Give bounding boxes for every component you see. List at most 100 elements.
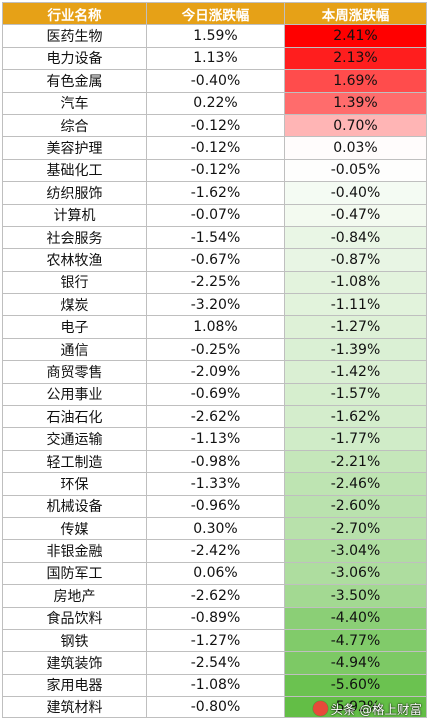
watermark: 头条 @格上财富 [312, 698, 422, 718]
table-row: 家用电器 -1.08% -5.60% [2, 673, 427, 698]
toutiao-logo-icon [312, 700, 328, 716]
daily-change-cell: -2.09% [146, 360, 285, 384]
industry-name-cell: 煤炭 [2, 293, 147, 317]
daily-change-cell: -2.62% [146, 405, 285, 429]
header-daily-change: 今日涨跌幅 [146, 1, 285, 26]
table-row: 美容护理 -0.12% 0.03% [2, 136, 427, 160]
industry-name-cell: 电子 [2, 315, 147, 339]
table-row: 综合 -0.12% 0.70% [2, 113, 427, 138]
weekly-change-cell: -2.46% [284, 472, 427, 496]
industry-name-cell: 基础化工 [2, 158, 147, 183]
weekly-change-cell: -0.84% [284, 225, 427, 250]
table-row: 房地产 -2.62% -3.50% [2, 584, 427, 608]
weekly-change-cell: -1.27% [284, 315, 427, 339]
industry-name-cell: 钢铁 [2, 628, 147, 653]
daily-change-cell: -0.67% [146, 248, 285, 272]
industry-name-cell: 商贸零售 [2, 360, 147, 384]
daily-change-cell: -0.07% [146, 203, 285, 227]
weekly-change-cell: 2.13% [284, 46, 427, 71]
daily-change-cell: -2.25% [146, 270, 285, 295]
industry-name-cell: 电力设备 [2, 46, 147, 71]
weekly-change-cell: -5.60% [284, 673, 427, 698]
table-row: 传媒 0.30% -2.70% [2, 516, 427, 541]
weekly-change-cell: -4.77% [284, 628, 427, 653]
weekly-change-cell: -4.40% [284, 606, 427, 630]
daily-change-cell: -0.80% [146, 696, 285, 719]
industry-name-cell: 医药生物 [2, 24, 147, 48]
daily-change-cell: -1.13% [146, 427, 285, 451]
table-row: 汽车 0.22% 1.39% [2, 91, 427, 115]
table-row: 银行 -2.25% -1.08% [2, 270, 427, 295]
table-row: 有色金属 -0.40% 1.69% [2, 69, 427, 93]
table-row: 钢铁 -1.27% -4.77% [2, 628, 427, 653]
table-row: 公用事业 -0.69% -1.57% [2, 382, 427, 407]
daily-change-cell: -3.20% [146, 293, 285, 317]
weekly-change-cell: -1.11% [284, 293, 427, 317]
daily-change-cell: -1.62% [146, 181, 285, 205]
daily-change-cell: -0.12% [146, 113, 285, 138]
industry-name-cell: 有色金属 [2, 69, 147, 93]
weekly-change-cell: 1.39% [284, 91, 427, 115]
table-row: 商贸零售 -2.09% -1.42% [2, 360, 427, 384]
daily-change-cell: -2.62% [146, 584, 285, 608]
daily-change-cell: -0.96% [146, 494, 285, 518]
table-row: 交通运输 -1.13% -1.77% [2, 427, 427, 451]
table-body: 医药生物 1.59% 2.41% 电力设备 1.13% 2.13% 有色金属 -0.40% 1.… [2, 24, 427, 719]
daily-change-cell: -0.40% [146, 69, 285, 93]
daily-change-cell: -1.33% [146, 472, 285, 496]
daily-change-cell: -0.12% [146, 158, 285, 183]
daily-change-cell: -2.42% [146, 539, 285, 563]
daily-change-cell: -0.12% [146, 136, 285, 160]
daily-change-cell: -0.98% [146, 449, 285, 474]
industry-name-cell: 机械设备 [2, 494, 147, 518]
weekly-change-cell: -1.42% [284, 360, 427, 384]
daily-change-cell: -1.27% [146, 628, 285, 653]
industry-name-cell: 食品饮料 [2, 606, 147, 630]
daily-change-cell: 1.59% [146, 24, 285, 48]
watermark-text: 头条 @格上财富 [330, 701, 422, 717]
industry-name-cell: 社会服务 [2, 225, 147, 250]
industry-name-cell: 纺织服饰 [2, 181, 147, 205]
daily-change-cell: 1.08% [146, 315, 285, 339]
daily-change-cell: -0.89% [146, 606, 285, 630]
industry-name-cell: 非银金融 [2, 539, 147, 563]
weekly-change-cell: -3.06% [284, 561, 427, 586]
table-row: 通信 -0.25% -1.39% [2, 337, 427, 362]
industry-name-cell: 建筑装饰 [2, 651, 147, 675]
table-row: 国防军工 0.06% -3.06% [2, 561, 427, 586]
industry-name-cell: 交通运输 [2, 427, 147, 451]
table-row: 医药生物 1.59% 2.41% [2, 24, 427, 48]
daily-change-cell: -1.54% [146, 225, 285, 250]
industry-name-cell: 房地产 [2, 584, 147, 608]
weekly-change-cell: 1.69% [284, 69, 427, 93]
industry-name-cell: 通信 [2, 337, 147, 362]
weekly-change-cell: -0.40% [284, 181, 427, 205]
table-row: 电力设备 1.13% 2.13% [2, 46, 427, 71]
daily-change-cell: -2.54% [146, 651, 285, 675]
table-row: 轻工制造 -0.98% -2.21% [2, 449, 427, 474]
weekly-change-cell: 0.70% [284, 113, 427, 138]
industry-name-cell: 轻工制造 [2, 449, 147, 474]
table-row: 机械设备 -0.96% -2.60% [2, 494, 427, 518]
table-row: 环保 -1.33% -2.46% [2, 472, 427, 496]
table-row: 计算机 -0.07% -0.47% [2, 203, 427, 227]
industry-name-cell: 银行 [2, 270, 147, 295]
daily-change-cell: 1.13% [146, 46, 285, 71]
header-industry-name: 行业名称 [2, 1, 147, 26]
industry-name-cell: 石油石化 [2, 405, 147, 429]
weekly-change-cell: -1.62% [284, 405, 427, 429]
table-row: 石油石化 -2.62% -1.62% [2, 405, 427, 429]
weekly-change-cell: -3.50% [284, 584, 427, 608]
header-weekly-change: 本周涨跌幅 [284, 1, 427, 26]
table-row: 电子 1.08% -1.27% [2, 315, 427, 339]
weekly-change-cell: -2.60% [284, 494, 427, 518]
table-row: 纺织服饰 -1.62% -0.40% [2, 181, 427, 205]
table-row: 煤炭 -3.20% -1.11% [2, 293, 427, 317]
daily-change-cell: 0.06% [146, 561, 285, 586]
industry-name-cell: 家用电器 [2, 673, 147, 698]
industry-name-cell: 环保 [2, 472, 147, 496]
industry-name-cell: 农林牧渔 [2, 248, 147, 272]
table-row: 非银金融 -2.42% -3.04% [2, 539, 427, 563]
industry-name-cell: 建筑材料 [2, 696, 147, 719]
